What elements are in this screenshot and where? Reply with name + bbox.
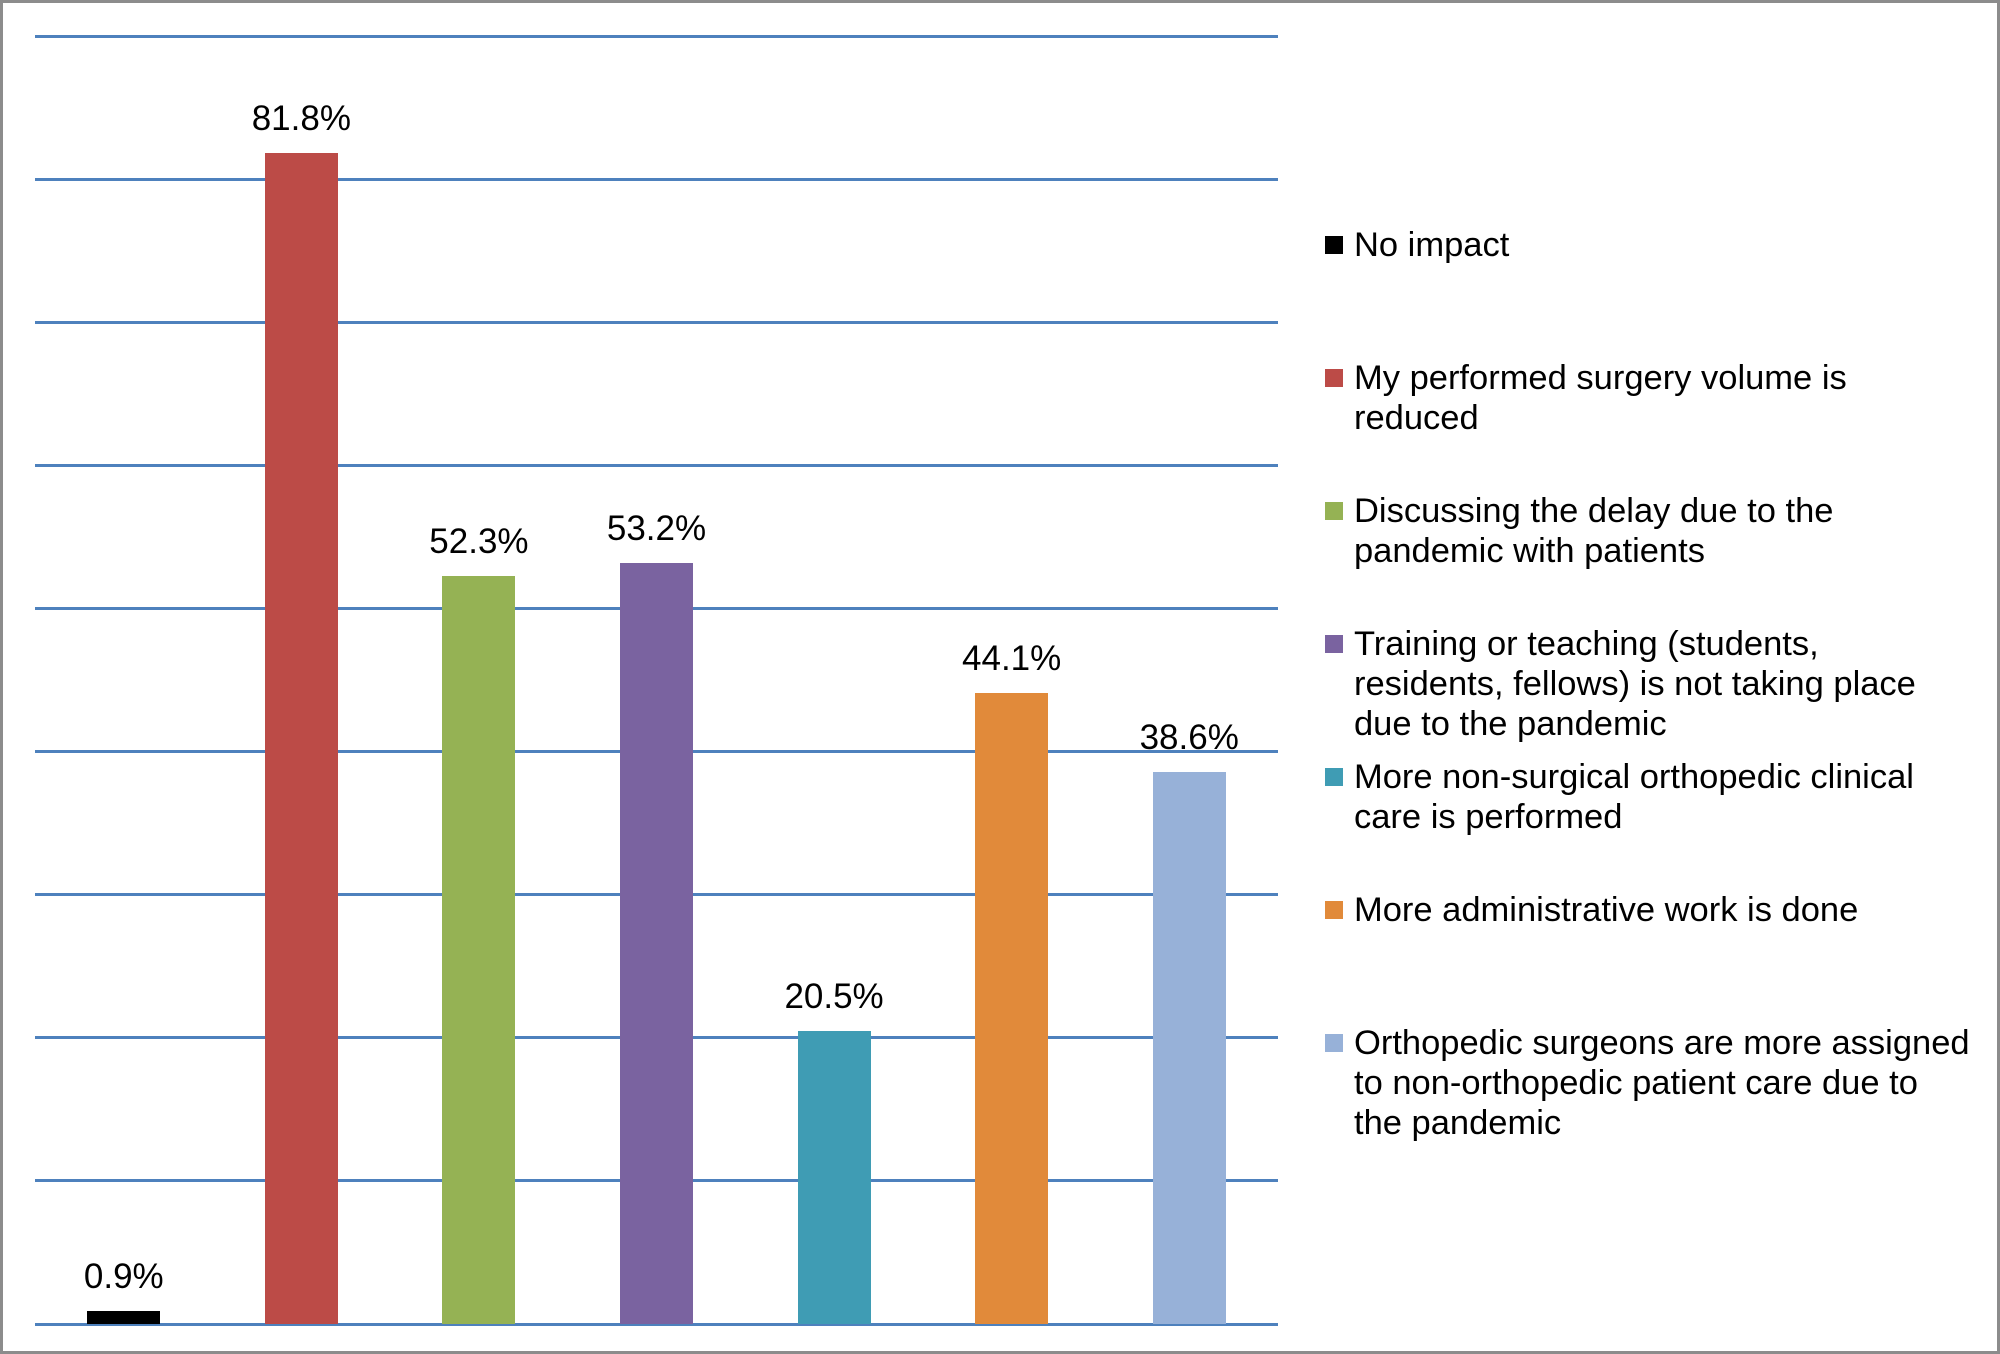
- legend-label: Training or teaching (students, resident…: [1354, 625, 1916, 743]
- legend-label: More non-surgical orthopedic clinical ca…: [1354, 758, 1914, 836]
- bar-more-administrative-work: [975, 692, 1049, 1324]
- legend-item-training-or-teaching: Training or teaching (students, resident…: [1325, 624, 1916, 744]
- legend-label: My performed surgery volume is reduced: [1354, 359, 1847, 437]
- gridline-90pct: [35, 34, 1278, 38]
- legend-swatch-icon: [1325, 502, 1343, 520]
- bar-more-non-surgical: [797, 1030, 871, 1324]
- legend-label: Orthopedic surgeons are more assigned to…: [1354, 1024, 1970, 1142]
- legend-swatch-icon: [1325, 369, 1343, 387]
- legend-swatch-icon: [1325, 635, 1343, 653]
- gridline-70pct: [35, 320, 1278, 324]
- bar-my-performed-surgery: [264, 153, 338, 1324]
- legend-swatch-icon: [1325, 768, 1343, 786]
- bar-no-impact: [87, 1311, 161, 1324]
- bar-value-label-orthopedic-surgeons-are: 38.6%: [1139, 717, 1239, 757]
- legend-item-orthopedic-surgeons-are: Orthopedic surgeons are more assigned to…: [1325, 1023, 1970, 1143]
- bar-value-label-discussing-the-delay: 52.3%: [429, 521, 529, 561]
- legend-item-my-performed-surgery: My performed surgery volume is reduced: [1325, 358, 1847, 438]
- legend-item-discussing-the-delay: Discussing the delay due to the pandemic…: [1325, 491, 1833, 571]
- gridline-60pct: [35, 463, 1278, 467]
- bar-value-label-my-performed-surgery: 81.8%: [251, 99, 351, 139]
- bar-training-or-teaching: [620, 562, 693, 1324]
- legend-item-more-non-surgical: More non-surgical orthopedic clinical ca…: [1325, 757, 1914, 837]
- legend-swatch-icon: [1325, 1034, 1343, 1052]
- bar-discussing-the-delay: [442, 575, 516, 1324]
- legend-label: More administrative work is done: [1354, 891, 1859, 929]
- legend-label: No impact: [1354, 226, 1510, 264]
- legend-item-no-impact: No impact: [1325, 225, 1509, 265]
- bar-value-label-more-non-surgical: 20.5%: [784, 976, 884, 1016]
- legend-item-more-administrative-work: More administrative work is done: [1325, 890, 1858, 930]
- legend-label: Discussing the delay due to the pandemic…: [1354, 492, 1834, 570]
- bar-value-label-more-administrative-work: 44.1%: [962, 638, 1062, 678]
- legend-swatch-icon: [1325, 901, 1343, 919]
- bar-value-label-training-or-teaching: 53.2%: [606, 508, 707, 548]
- bar-orthopedic-surgeons-are: [1152, 771, 1226, 1324]
- legend-swatch-icon: [1325, 236, 1343, 254]
- bar-value-label-no-impact: 0.9%: [83, 1257, 164, 1297]
- x-axis-line: [35, 1322, 1278, 1326]
- gridline-80pct: [35, 177, 1278, 181]
